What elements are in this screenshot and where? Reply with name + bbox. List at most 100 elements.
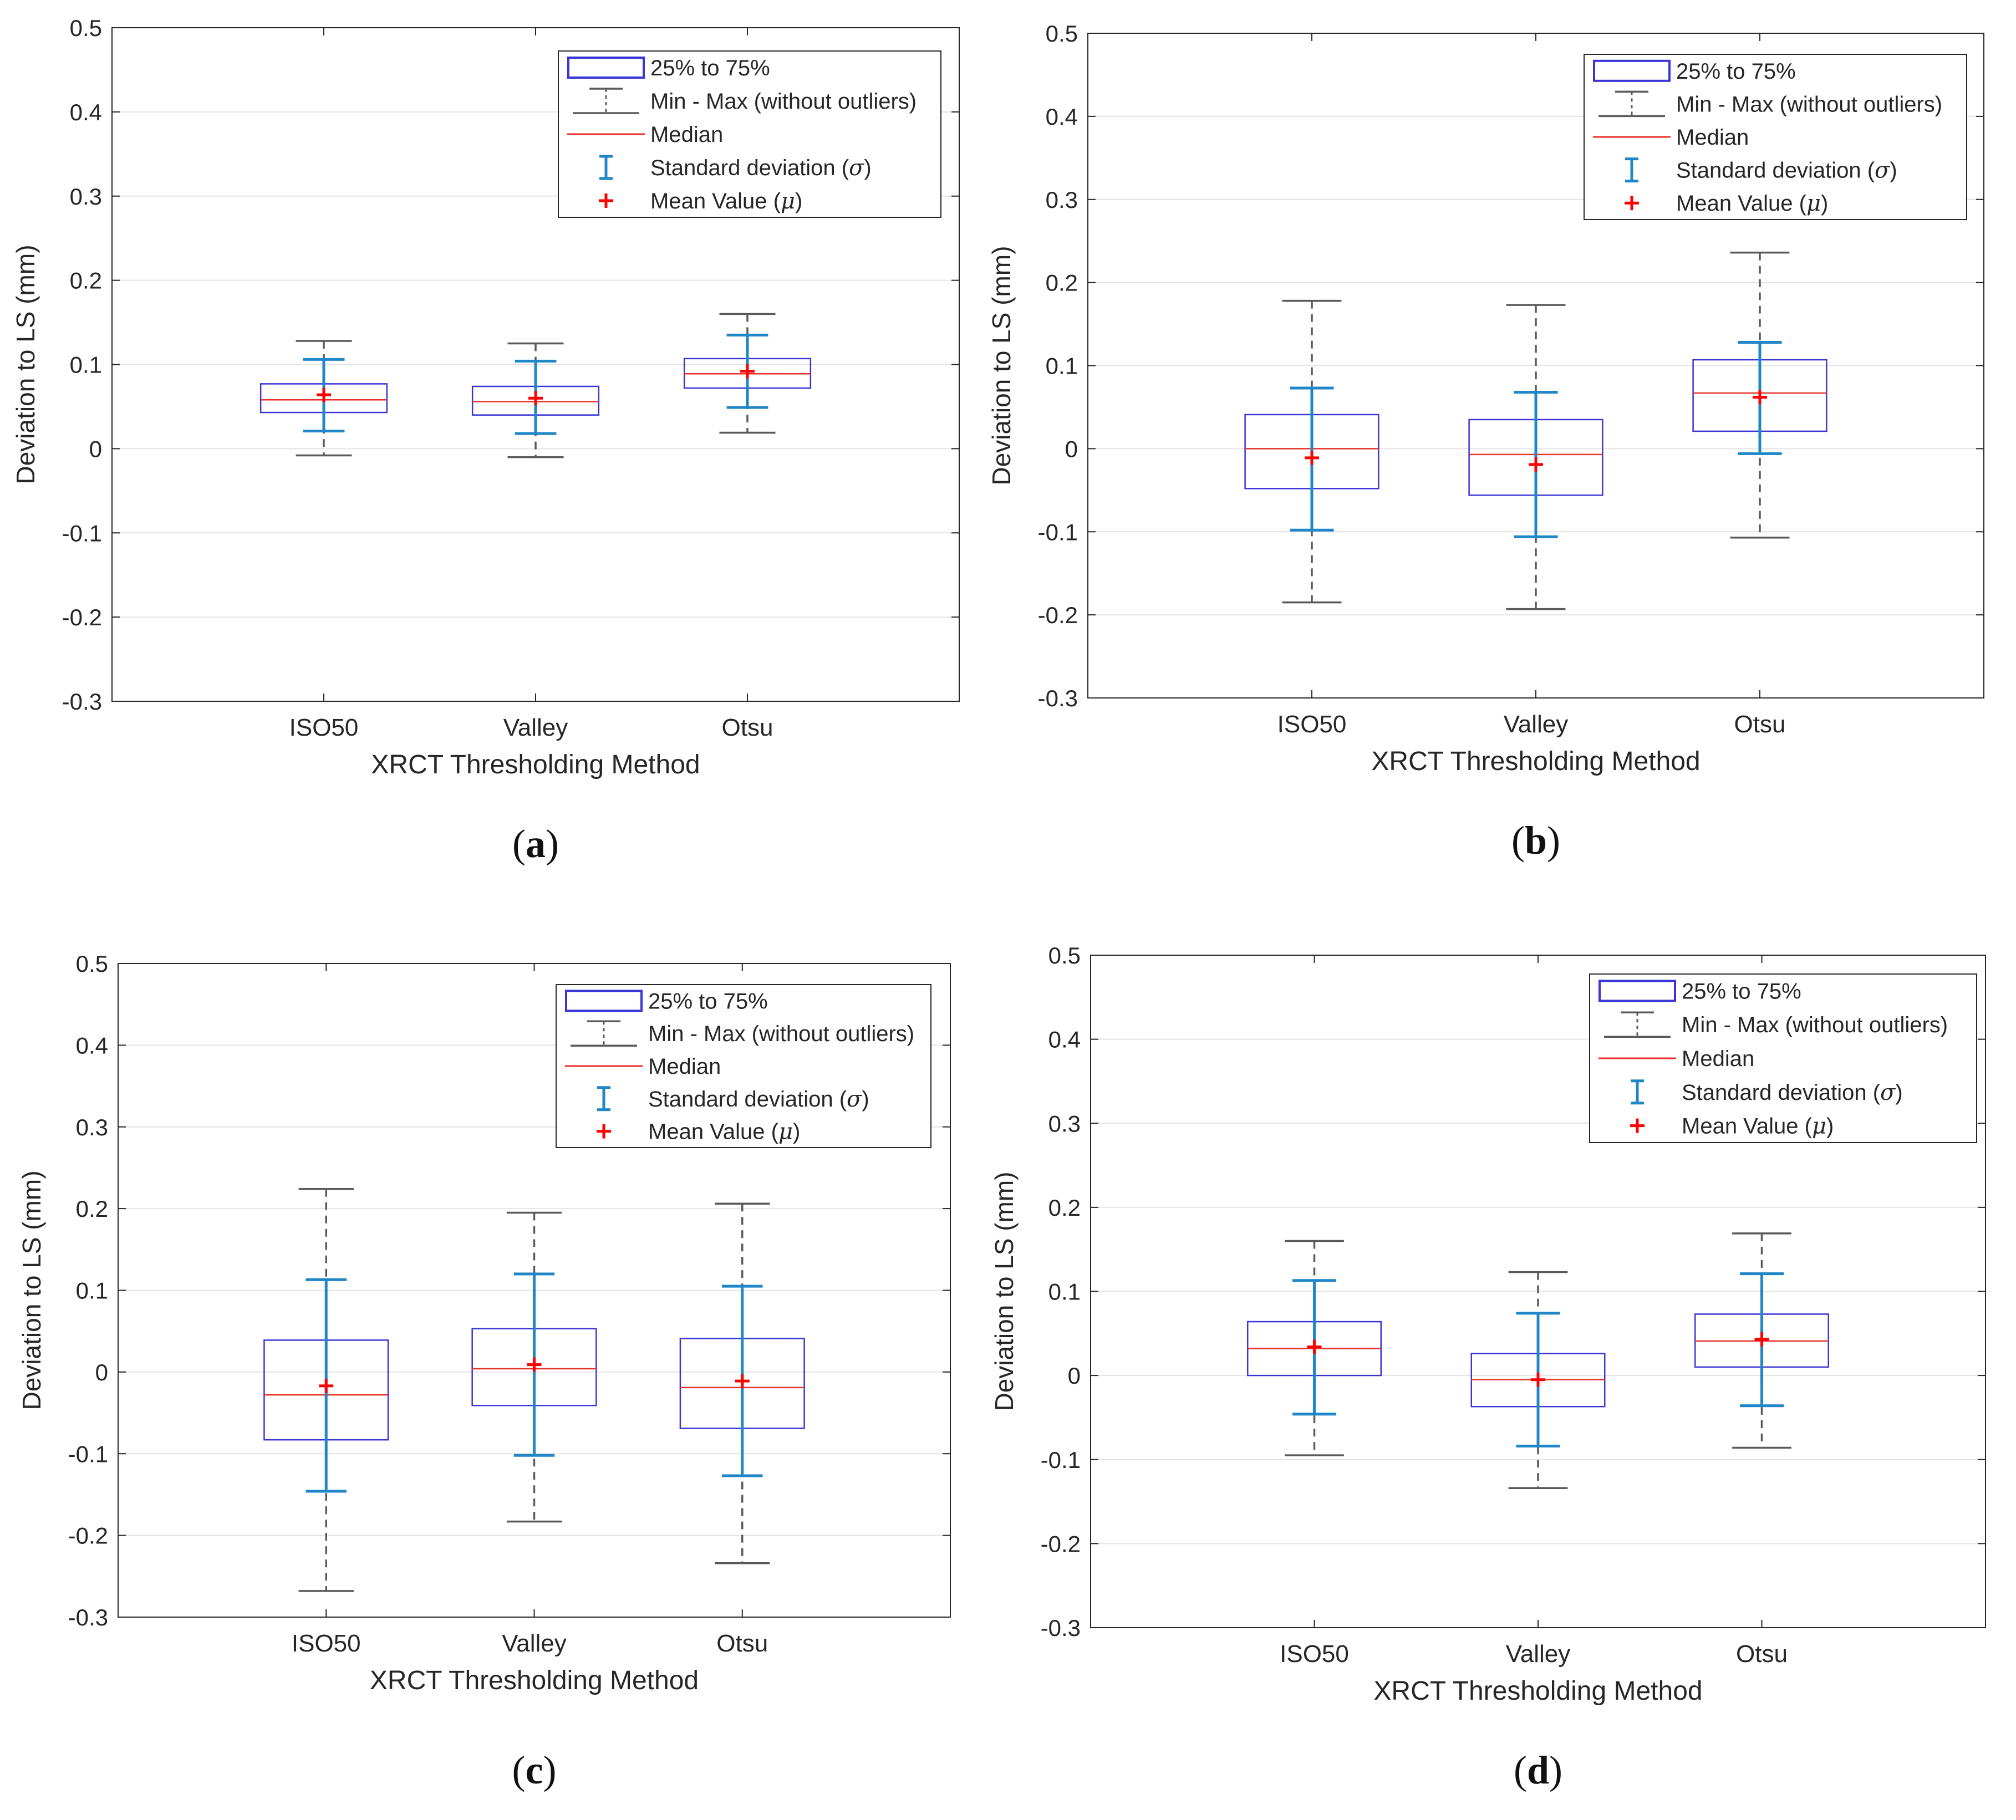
y-tick-label: -0.1 [1038,519,1078,545]
x-axis-label: XRCT Thresholding Method [370,1666,699,1695]
x-tick-label: Otsu [722,714,773,741]
legend-whisker-label: Min - Max (without outliers) [648,1022,914,1046]
legend-mean-label: Mean Value (μ) [648,1119,800,1145]
legend-sd-label: Standard deviation (σ) [1676,158,1897,183]
y-tick-label: 0.4 [1048,1027,1081,1053]
y-tick-label: -0.2 [62,604,102,630]
y-tick-label: 0.3 [76,1114,108,1140]
x-tick-label: Valley [1504,711,1569,738]
y-tick-label: 0.2 [1046,270,1078,296]
legend: 25% to 75% Min - Max (without outliers) Me… [1589,973,1977,1143]
y-tick-label: 0 [95,1359,108,1385]
x-axis-label: XRCT Thresholding Method [1373,1676,1702,1706]
box-valley [471,342,600,458]
box-otsu [679,1202,805,1564]
box-iso50 [1247,1240,1382,1456]
x-axis-label: XRCT Thresholding Method [371,750,700,779]
box-iso50 [263,1188,389,1592]
panel-caption: (a) [512,822,559,866]
y-axis-label: Deviation to LS (mm) [11,244,40,484]
y-axis-label: Deviation to LS (mm) [987,246,1016,485]
legend-iqr-swatch [565,990,643,1012]
legend-iqr-label: 25% to 75% [1682,979,1801,1003]
y-tick-label: -0.1 [1041,1447,1081,1473]
y-tick-label: 0.4 [1046,104,1078,130]
legend-mean-label: Mean Value (μ) [1676,191,1828,216]
y-axis-label: Deviation to LS (mm) [17,1170,46,1410]
legend-median-label: Median [648,1054,721,1079]
y-tick-label: 0.2 [76,1196,108,1222]
x-tick-label: Valley [1506,1640,1571,1668]
y-tick-label: 0.3 [1046,187,1078,213]
legend-median-label: Median [1676,125,1749,150]
legend-iqr-swatch [567,57,645,79]
box-otsu [1692,251,1827,539]
y-tick-label: 0.5 [1048,942,1081,968]
y-tick-label: 0 [89,436,102,462]
y-tick-label: 0.2 [70,268,102,294]
y-tick-label: -0.3 [68,1604,108,1630]
y-tick-label: 0.1 [70,352,102,378]
chart-panel-c: -0.3 -0.2 -0.1 0 0.1 0.2 0.3 0.4 0.5 ISO50 Valley O… [17,951,951,1792]
chart-panel-d: -0.3 -0.2 -0.1 0 0.1 0.2 0.3 0.4 0.5 ISO50 Valley O… [990,942,1986,1792]
y-tick-label: -0.3 [1038,685,1078,711]
y-tick-label: -0.2 [1041,1531,1081,1557]
y-tick-label: 0.5 [70,15,102,41]
x-tick-label: Valley [503,714,568,741]
y-axis-label: Deviation to LS (mm) [990,1171,1019,1411]
box-otsu [1694,1232,1829,1449]
legend-whisker-label: Min - Max (without outliers) [1682,1013,1948,1037]
legend-mean-label: Mean Value (μ) [650,188,802,214]
legend-whisker-label: Min - Max (without outliers) [1676,92,1942,116]
legend-median-label: Median [650,123,723,147]
x-tick-label: Valley [502,1630,567,1657]
y-tick-label: 0.4 [70,99,102,125]
y-tick-label: -0.3 [1041,1615,1081,1641]
y-tick-label: 0 [1065,436,1078,462]
legend-median-label: Median [1682,1047,1754,1071]
box-valley [1470,1271,1606,1490]
x-tick-label: Otsu [1736,1640,1788,1668]
y-tick-label: 0.1 [1046,353,1078,379]
legend-iqr-label: 25% to 75% [1676,59,1796,84]
legend-iqr-swatch [1598,980,1676,1002]
y-tick-label: 0.5 [1046,21,1078,47]
x-tick-label: ISO50 [1277,711,1347,738]
legend: 25% to 75% Min - Max (without outliers) Me… [1584,54,1967,220]
y-tick-label: 0.1 [76,1278,108,1304]
legend-whisker-label: Min - Max (without outliers) [650,89,917,114]
y-tick-label: 0.5 [76,951,108,977]
legend: 25% to 75% Min - Max (without outliers) Me… [558,50,941,218]
y-tick-label: -0.2 [1038,602,1078,628]
y-tick-label: -0.1 [62,520,102,546]
legend-iqr-label: 25% to 75% [650,56,770,80]
x-tick-label: ISO50 [292,1630,361,1657]
x-tick-label: Otsu [716,1630,768,1657]
x-tick-label: ISO50 [1280,1640,1349,1668]
legend-iqr-label: 25% to 75% [648,989,768,1013]
legend-sd-label: Standard deviation (σ) [650,155,872,181]
y-tick-label: 0.3 [1048,1110,1081,1136]
y-tick-label: -0.3 [62,689,102,715]
y-tick-label: 0.3 [70,183,102,210]
legend-iqr-swatch [1593,59,1671,82]
legend-sd-label: Standard deviation (σ) [648,1087,869,1112]
y-tick-label: 0 [1068,1363,1081,1389]
box-otsu [683,313,812,434]
panel-caption: (c) [512,1748,557,1792]
legend-mean-label: Mean Value (μ) [1682,1114,1834,1139]
y-tick-label: -0.2 [68,1523,108,1549]
panel-caption: (b) [1511,818,1560,863]
box-valley [471,1211,597,1523]
panel-caption: (d) [1514,1748,1562,1792]
box-iso50 [1244,299,1379,604]
x-axis-label: XRCT Thresholding Method [1371,747,1700,776]
y-tick-label: 0.2 [1048,1195,1081,1221]
y-tick-label: 0.4 [76,1032,108,1058]
x-tick-label: ISO50 [289,714,359,741]
chart-panel-b: -0.3 -0.2 -0.1 0 0.1 0.2 0.3 0.4 0.5 ISO50 Valley O… [987,21,1984,863]
box-valley [1468,304,1603,610]
legend-sd-label: Standard deviation (σ) [1682,1080,1903,1105]
y-tick-label: -0.1 [68,1441,108,1467]
